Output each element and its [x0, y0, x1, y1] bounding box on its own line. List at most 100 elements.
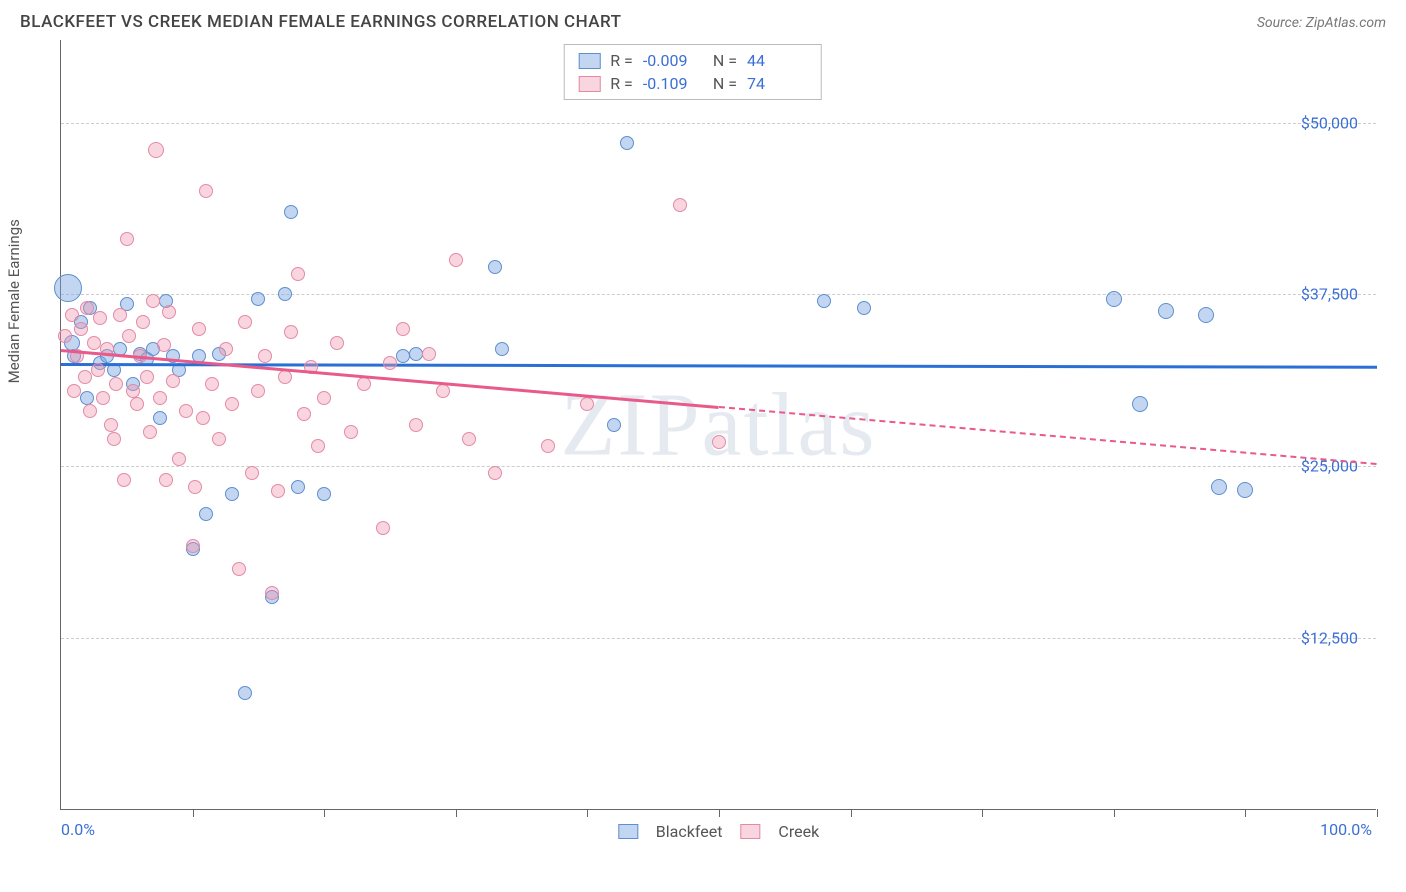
x-tick	[719, 809, 720, 817]
data-point	[54, 274, 82, 302]
series-legend: Blackfeet Creek	[618, 822, 819, 841]
data-point	[199, 507, 213, 521]
data-point	[409, 347, 423, 361]
stats-row: R =-0.109N =74	[578, 72, 807, 95]
stat-r-value: -0.109	[643, 74, 703, 93]
data-point	[93, 311, 107, 325]
data-point	[153, 411, 167, 425]
x-tick	[1377, 809, 1378, 817]
data-point	[96, 391, 110, 405]
data-point	[143, 425, 157, 439]
data-point	[212, 432, 226, 446]
data-point	[80, 301, 94, 315]
data-point	[857, 301, 871, 315]
y-tick-label: $12,500	[1301, 629, 1358, 648]
data-point	[80, 391, 94, 405]
data-point	[422, 347, 436, 361]
data-point	[251, 384, 265, 398]
data-point	[1132, 396, 1148, 412]
trend-line-extrapolated	[719, 406, 1377, 465]
stat-r-label: R =	[610, 51, 633, 70]
data-point	[436, 384, 450, 398]
gridline-h	[61, 123, 1376, 124]
data-point	[205, 377, 219, 391]
data-point	[607, 418, 621, 432]
data-point	[245, 466, 259, 480]
data-point	[817, 294, 831, 308]
y-tick-label: $37,500	[1301, 285, 1358, 304]
data-point	[87, 336, 101, 350]
data-point	[130, 397, 144, 411]
x-min-label: 0.0%	[61, 820, 95, 839]
data-point	[1198, 307, 1214, 323]
x-tick	[1114, 809, 1115, 817]
legend-swatch	[578, 53, 600, 69]
stats-row: R =-0.009N =44	[578, 49, 807, 72]
data-point	[297, 407, 311, 421]
data-point	[271, 484, 285, 498]
x-tick	[587, 809, 588, 817]
x-max-label: 100.0%	[1320, 820, 1372, 839]
data-point	[91, 363, 105, 377]
data-point	[284, 205, 298, 219]
x-tick	[851, 809, 852, 817]
data-point	[140, 370, 154, 384]
data-point	[1211, 479, 1227, 495]
data-point	[317, 487, 331, 501]
data-point	[162, 305, 176, 319]
data-point	[166, 374, 180, 388]
data-point	[284, 325, 298, 339]
data-point	[409, 418, 423, 432]
stat-n-label: N =	[713, 51, 737, 70]
data-point	[74, 322, 88, 336]
data-point	[278, 370, 292, 384]
gridline-h	[61, 466, 1376, 467]
data-point	[449, 253, 463, 267]
data-point	[488, 466, 502, 480]
data-point	[188, 480, 202, 494]
data-point	[258, 349, 272, 363]
legend-swatch	[578, 76, 600, 92]
data-point	[495, 342, 509, 356]
data-point	[396, 349, 410, 363]
legend-swatch	[618, 824, 638, 839]
legend-series-name: Blackfeet	[656, 822, 723, 841]
data-point	[153, 391, 167, 405]
data-point	[148, 142, 164, 158]
data-point	[186, 539, 200, 553]
x-tick	[456, 809, 457, 817]
stat-r-label: R =	[610, 74, 633, 93]
legend-swatch	[740, 824, 760, 839]
data-point	[83, 404, 97, 418]
data-point	[58, 329, 72, 343]
data-point	[232, 562, 246, 576]
data-point	[251, 292, 265, 306]
data-point	[78, 370, 92, 384]
stat-n-value: 74	[747, 74, 807, 93]
data-point	[238, 686, 252, 700]
data-point	[159, 473, 173, 487]
data-point	[67, 384, 81, 398]
data-point	[238, 315, 252, 329]
data-point	[396, 322, 410, 336]
data-point	[541, 439, 555, 453]
data-point	[712, 435, 726, 449]
data-point	[1106, 291, 1122, 307]
data-point	[225, 487, 239, 501]
data-point	[1237, 482, 1253, 498]
data-point	[126, 384, 140, 398]
legend-series-name: Creek	[778, 822, 819, 841]
stats-legend-box: R =-0.009N =44R =-0.109N =74	[563, 44, 822, 100]
data-point	[157, 338, 171, 352]
data-point	[120, 232, 134, 246]
data-point	[136, 315, 150, 329]
chart-title: BLACKFEET VS CREEK MEDIAN FEMALE EARNING…	[20, 12, 622, 32]
data-point	[620, 136, 634, 150]
data-point	[291, 480, 305, 494]
stat-n-value: 44	[747, 51, 807, 70]
y-axis-label: Median Female Earnings	[5, 219, 23, 383]
data-point	[225, 397, 239, 411]
data-point	[673, 198, 687, 212]
data-point	[317, 391, 331, 405]
y-tick-label: $50,000	[1301, 113, 1358, 132]
